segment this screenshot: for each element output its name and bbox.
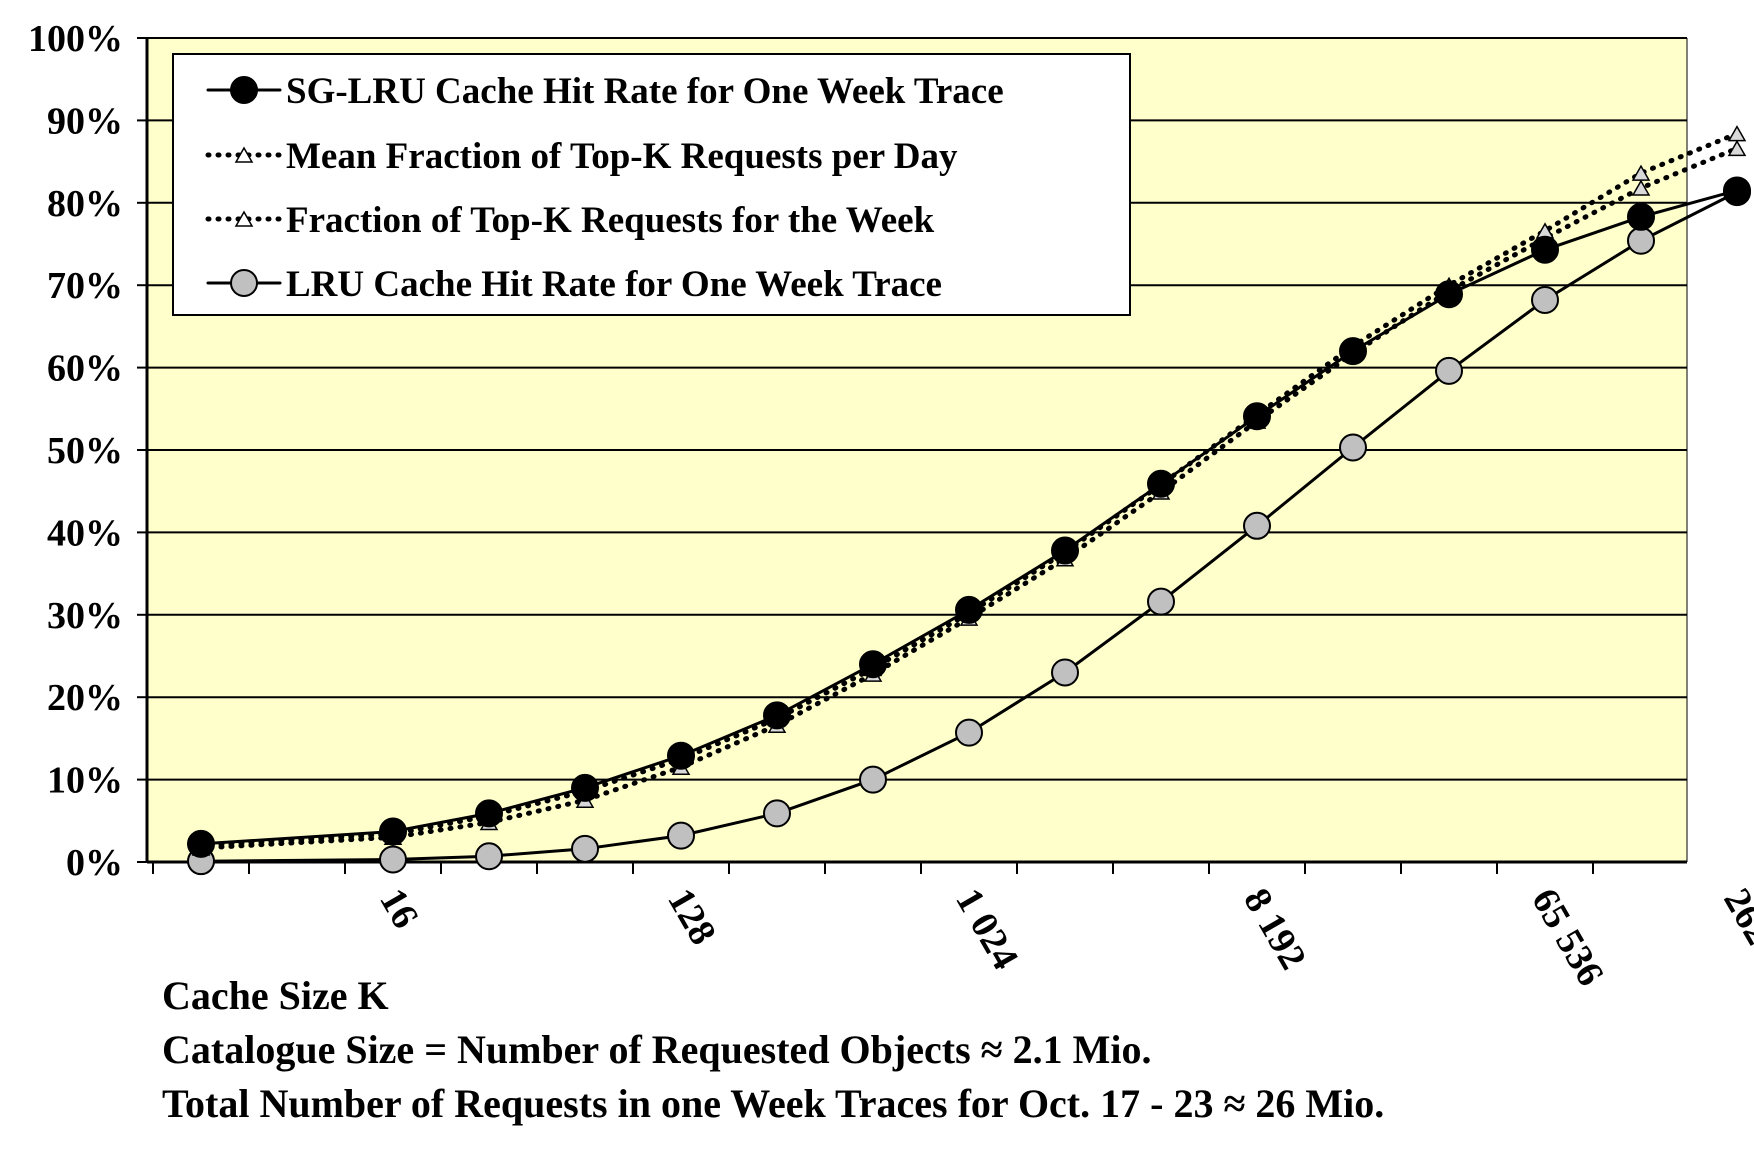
data-point: [763, 799, 791, 828]
x-tick-label: 8 192: [1235, 882, 1314, 977]
data-point: [1727, 125, 1747, 142]
data-point: [379, 817, 407, 846]
data-point: [1243, 511, 1271, 540]
series-line: [198, 131, 1740, 848]
total-requests-note: Total Number of Requests in one Week Tra…: [162, 1081, 1385, 1126]
y-tick-label: 0%: [66, 842, 123, 884]
x-tick-label: 65 536: [1523, 882, 1612, 993]
legend-label: SG-LRU Cache Hit Rate for One Week Trace: [286, 71, 1004, 112]
data-point: [379, 845, 407, 874]
series-layer: [187, 125, 1751, 876]
catalogue-size-note: Catalogue Size = Number of Requested Obj…: [162, 1027, 1152, 1072]
data-point: [955, 718, 983, 747]
data-point: [1147, 587, 1175, 616]
data-point: [1339, 433, 1367, 462]
x-tick-label: 262 144: [1715, 882, 1754, 1010]
data-point: [1147, 469, 1175, 498]
data-point: [1435, 280, 1463, 309]
data-point: [571, 834, 599, 863]
y-tick-label: 50%: [47, 430, 123, 472]
legend-marker: [234, 146, 254, 163]
legend-label: Mean Fraction of Top-K Requests per Day: [286, 136, 958, 177]
x-tick-labels: 16 128 1 024 8 192 65 536 262 144: [152, 862, 1754, 1010]
data-point: [955, 595, 983, 624]
series-line: [199, 188, 1739, 846]
legend-marker: [230, 269, 258, 297]
data-point: [475, 842, 503, 871]
y-tick-label: 40%: [47, 512, 123, 554]
y-tick-label: 70%: [47, 265, 123, 307]
x-tick-label: 16: [371, 882, 426, 936]
series-line: [199, 190, 1739, 863]
data-point: [859, 765, 887, 794]
y-tick-label: 20%: [47, 677, 123, 719]
y-tick-label: 100%: [28, 18, 123, 60]
y-tick-label: 60%: [47, 348, 123, 390]
data-point: [1627, 226, 1655, 255]
legend-marker: [234, 210, 254, 227]
data-point: [1631, 179, 1651, 196]
y-tick-label: 30%: [47, 595, 123, 637]
legend-box: [172, 53, 1131, 316]
data-point: [1627, 202, 1655, 231]
data-point: [667, 741, 695, 770]
legend-label: LRU Cache Hit Rate for One Week Trace: [286, 264, 942, 305]
y-tick-labels: 0% 10% 20% 30% 40% 50% 60% 70% 80% 90% 100%: [28, 18, 147, 884]
data-point: [859, 650, 887, 679]
data-point: [1531, 235, 1559, 264]
x-axis-label: Cache Size K: [162, 973, 389, 1018]
legend: SG-LRU Cache Hit Rate for One Week Trace…: [172, 53, 1131, 316]
data-point: [571, 773, 599, 802]
legend-label: Fraction of Top-K Requests for the Week: [286, 200, 935, 241]
x-tick-label: 128: [659, 882, 724, 952]
data-point: [1051, 536, 1079, 565]
series-line: [198, 145, 1740, 851]
data-point: [1243, 402, 1271, 431]
x-tick-label: 1 024: [947, 882, 1026, 977]
legend-marker: [230, 76, 258, 104]
data-point: [1051, 658, 1079, 687]
y-tick-label: 80%: [47, 183, 123, 225]
data-point: [1531, 286, 1559, 315]
y-tick-label: 10%: [47, 760, 123, 802]
data-point: [1631, 164, 1651, 181]
data-point: [187, 829, 215, 858]
y-tick-label: 90%: [47, 100, 123, 142]
data-point: [1435, 356, 1463, 385]
data-point: [763, 701, 791, 730]
data-point: [1339, 337, 1367, 366]
data-point: [667, 821, 695, 850]
data-point: [1727, 139, 1747, 157]
data-point: [1723, 176, 1751, 205]
data-point: [475, 799, 503, 828]
